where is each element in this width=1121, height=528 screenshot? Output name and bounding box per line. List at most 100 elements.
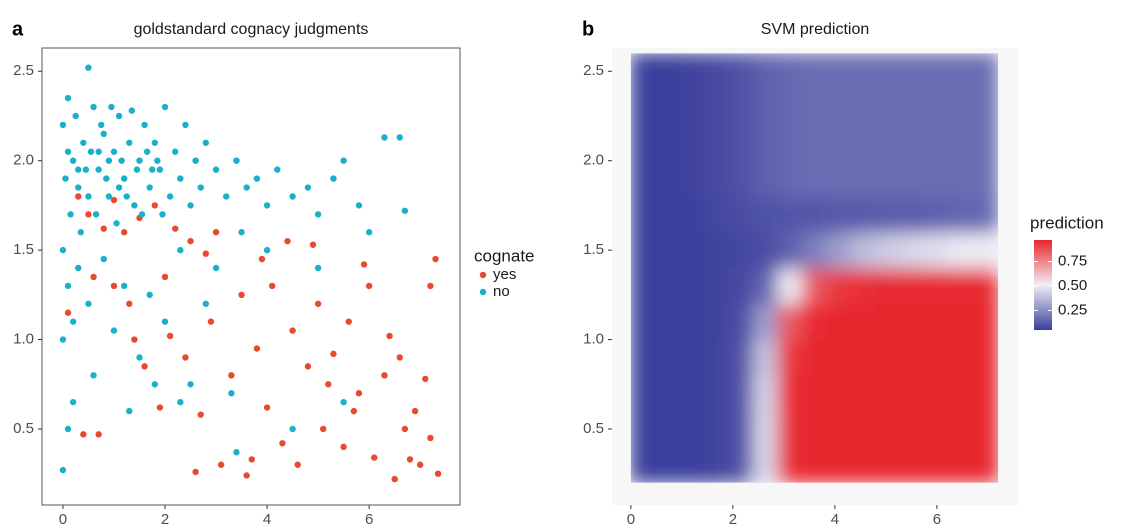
point [279, 440, 286, 447]
x-tick-label: 6 [365, 511, 373, 528]
heat-cell [679, 339, 705, 376]
point [151, 202, 158, 209]
plot-frame [41, 47, 461, 506]
heat-cell [630, 88, 656, 126]
point [238, 229, 245, 236]
point [263, 246, 271, 254]
point [126, 300, 133, 307]
heat-cell [703, 267, 730, 305]
point [154, 157, 161, 164]
y-tick-label: 0.5 [13, 420, 34, 437]
point [371, 454, 378, 461]
heat-cell [899, 374, 926, 412]
x-tick-label: 2 [729, 511, 737, 528]
heat-cell [728, 195, 754, 233]
heat-cell [679, 231, 705, 269]
panel-label: a [12, 18, 24, 40]
point [149, 166, 156, 173]
heat-cell [948, 124, 975, 162]
point [62, 175, 69, 182]
point [434, 470, 442, 477]
point [90, 273, 97, 281]
chart-title: SVM prediction [761, 21, 870, 38]
point [253, 175, 261, 182]
point [248, 456, 255, 463]
point [212, 264, 220, 272]
heat-cell [875, 195, 901, 233]
point [59, 121, 67, 129]
legend-swatch [479, 288, 487, 296]
point [314, 264, 322, 272]
point [228, 390, 235, 397]
point [156, 166, 164, 173]
heat-cell [924, 124, 950, 162]
point [64, 94, 72, 102]
heat-cell [654, 88, 681, 126]
point [161, 318, 169, 325]
heat-cell [899, 410, 926, 448]
point [187, 381, 194, 388]
point [90, 372, 97, 379]
heat-cell [826, 410, 852, 448]
point [330, 175, 337, 182]
point [360, 261, 368, 268]
point [294, 461, 301, 468]
point [396, 134, 403, 141]
heat-cell [654, 267, 681, 305]
x-tick-label: 6 [933, 511, 941, 528]
point [85, 64, 92, 71]
heat-cell [973, 374, 999, 412]
point [120, 229, 128, 236]
point [82, 166, 90, 173]
point [416, 461, 424, 468]
point [146, 291, 153, 299]
point [128, 107, 136, 114]
heat-cell [826, 53, 852, 90]
point [143, 148, 151, 155]
heat-cell [826, 339, 852, 376]
point [172, 225, 179, 232]
heat-cell [630, 267, 656, 305]
colorbar-label: 0.25 [1058, 301, 1087, 318]
heat-cell [728, 124, 754, 162]
heat-cell [752, 410, 779, 448]
point [345, 318, 352, 325]
heat-cell [777, 231, 803, 269]
heat-cell [654, 53, 681, 90]
heat-cell [924, 303, 950, 341]
point [314, 300, 322, 307]
heat-cell [826, 303, 852, 341]
heat-cell [899, 124, 926, 162]
heat-cell [973, 53, 999, 90]
heat-cell [801, 231, 828, 269]
heatmap-cells [630, 53, 999, 483]
point [314, 211, 322, 218]
heat-cell [777, 410, 803, 448]
heat-cell [777, 303, 803, 341]
point [243, 472, 250, 479]
panel-label: b [582, 18, 594, 40]
y-tick-label: 2.5 [13, 62, 34, 79]
heat-cell [826, 231, 852, 269]
heat-cell [777, 267, 803, 305]
heat-cell [703, 303, 730, 341]
heat-cell [924, 195, 950, 233]
colorbar-label: 0.50 [1058, 277, 1087, 294]
point [133, 166, 141, 173]
heat-cell [875, 53, 901, 90]
heat-cell [973, 303, 999, 341]
point [427, 282, 434, 290]
y-tick-label: 2.0 [13, 152, 34, 169]
heat-cell [654, 231, 681, 269]
point [401, 207, 409, 214]
point [110, 196, 118, 204]
heat-cell [801, 339, 828, 376]
point [75, 264, 82, 272]
point [80, 139, 87, 146]
heat-cell [973, 231, 999, 269]
point [263, 202, 271, 209]
point [223, 193, 230, 200]
point [138, 211, 146, 218]
y-tick-label: 1.0 [583, 331, 604, 348]
